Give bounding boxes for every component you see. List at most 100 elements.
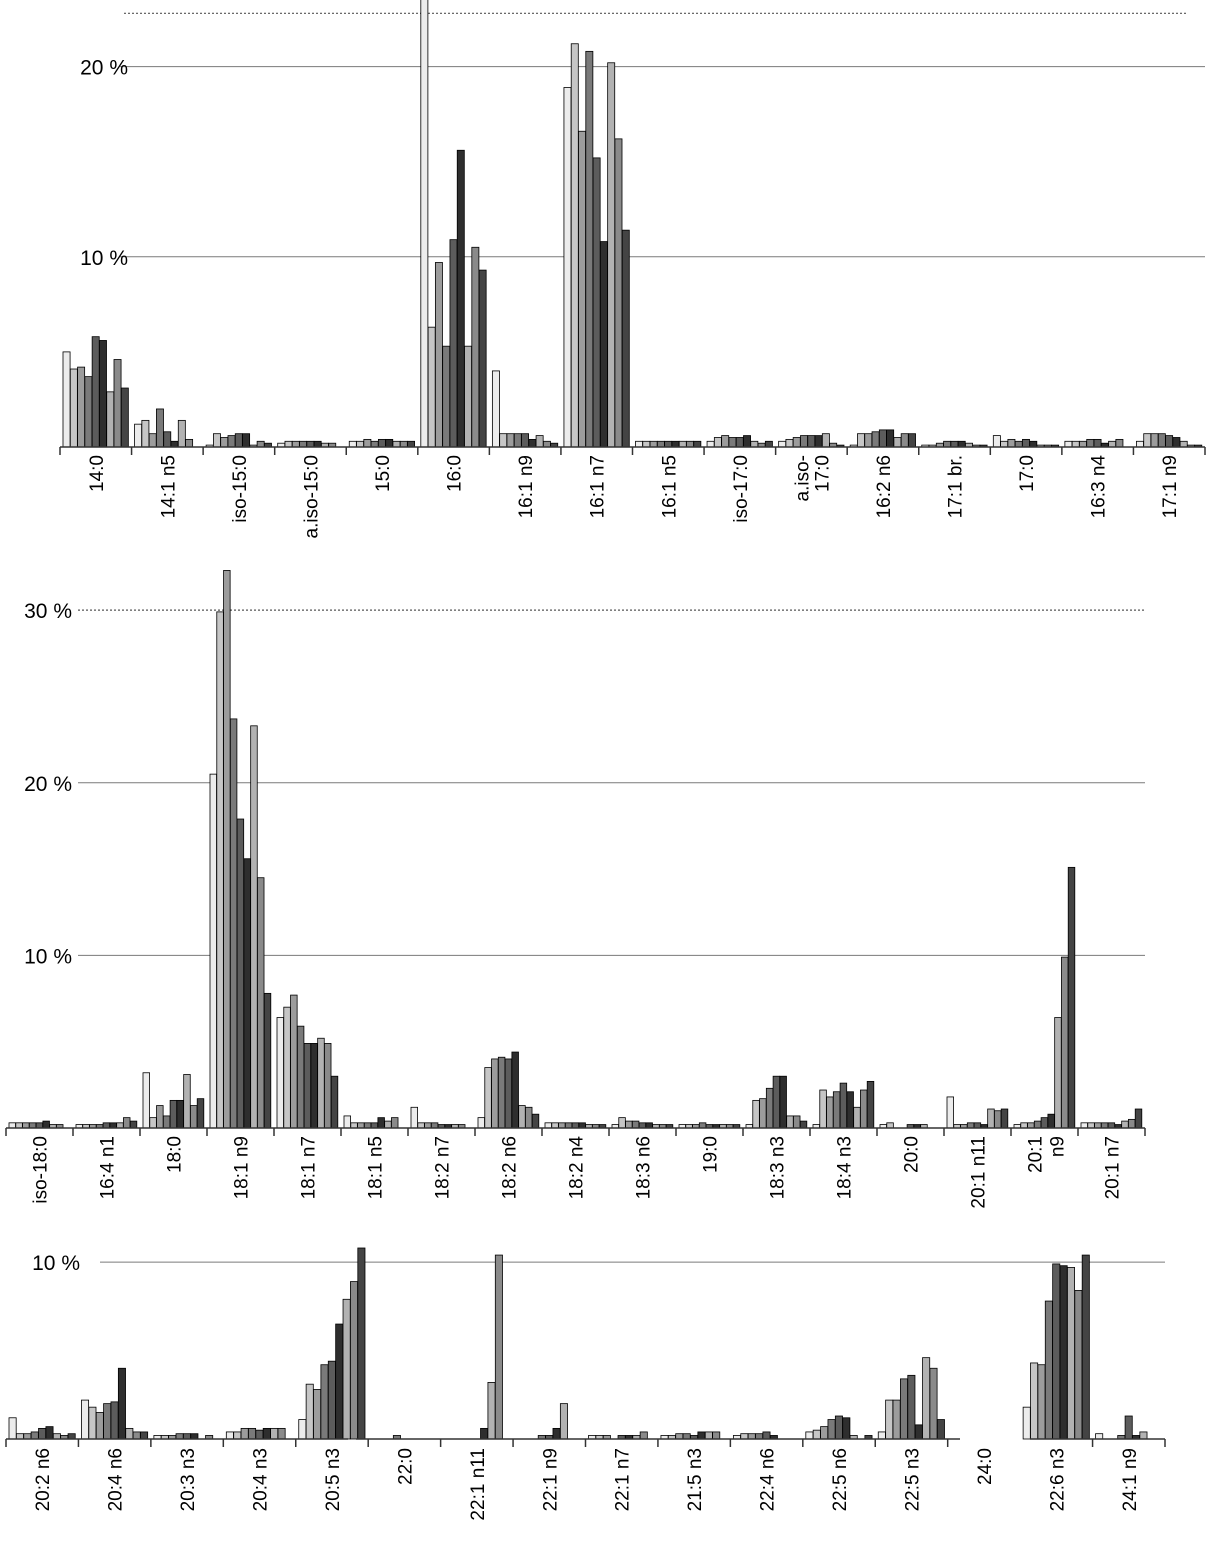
bar-1-4-8 [330, 1075, 339, 1129]
bar-1-7-7 [525, 1106, 533, 1129]
category-label-line: 18:2 n7 [433, 1136, 454, 1199]
bar-1-7-0 [477, 1117, 485, 1129]
bar-0-2-7 [256, 440, 265, 448]
bar-2-12-1 [885, 1399, 894, 1440]
bar-2-1-7 [132, 1431, 141, 1440]
bar-1-7-4 [504, 1058, 513, 1129]
bar-0-4-8 [407, 440, 416, 448]
bar-1-12-4 [839, 1082, 848, 1129]
bar-1-7-6 [518, 1105, 526, 1129]
category-label-line: 21:5 n3 [685, 1448, 706, 1511]
bar-0-1-5 [170, 440, 179, 448]
bar-0-0-8 [120, 387, 129, 448]
bar-1-5-5 [377, 1117, 385, 1129]
bar-0-2-5 [242, 433, 251, 448]
category-label-line: 18:3 n6 [634, 1136, 655, 1199]
bar-0-5-7 [471, 246, 480, 448]
bar-2-12-3 [900, 1378, 908, 1440]
category-label-line: 20:2 n6 [33, 1448, 54, 1511]
bar-0-7-5 [599, 241, 608, 448]
bar-2-1-5 [117, 1367, 126, 1440]
bar-1-8-4 [571, 1122, 580, 1129]
category-label-16-1-n5: 16:1 n5 [659, 455, 680, 518]
bar-1-12-3 [832, 1091, 841, 1129]
bar-1-12-1 [819, 1089, 827, 1129]
category-label-14-0: 14:0 [87, 455, 108, 492]
category-label-line: 20:5 n3 [323, 1448, 344, 1511]
bar-1-14-8 [1000, 1108, 1009, 1129]
bar-2-0-3 [30, 1431, 39, 1440]
category-label-line: 22:1 n11 [468, 1448, 489, 1521]
bar-1-11-2 [759, 1098, 767, 1129]
bar-0-15-1 [1143, 433, 1152, 448]
bar-1-11-7 [793, 1115, 801, 1129]
bar-1-9-3 [631, 1120, 640, 1129]
bar-0-5-6 [464, 345, 472, 448]
bar-1-4-4 [303, 1043, 312, 1129]
bar-2-14-2 [1037, 1364, 1046, 1440]
category-label-line: 16:1 n7 [588, 455, 609, 518]
bar-2-0-8 [67, 1433, 76, 1440]
bar-1-9-5 [645, 1122, 653, 1129]
bar-0-6-5 [528, 438, 537, 448]
bar-0-4-5 [385, 438, 394, 448]
bar-1-9-4 [638, 1122, 647, 1129]
bar-2-3-6 [270, 1427, 279, 1440]
bar-1-12-6 [853, 1106, 861, 1129]
bar-2-7-6 [559, 1403, 568, 1440]
bar-1-0-0 [8, 1122, 16, 1129]
category-label-22-1-n7: 22:1 n7 [613, 1448, 634, 1511]
category-label-22-4-n6: 22:4 n6 [758, 1448, 779, 1511]
category-label-20-1-n7: 20:1 n7 [1103, 1136, 1124, 1199]
bar-0-3-5 [313, 440, 322, 448]
bar-0-9-4 [735, 437, 744, 448]
category-label-line: 18:4 n3 [835, 1136, 856, 1199]
category-label-18-2-n7: 18:2 n7 [433, 1136, 454, 1199]
category-label-line: 18:1 n5 [366, 1136, 387, 1199]
bar-1-16-3 [1100, 1122, 1109, 1129]
bar-1-2-1 [149, 1117, 157, 1129]
bar-0-9-0 [706, 440, 715, 448]
bar-1-12-8 [866, 1080, 875, 1129]
bar-1-1-5 [109, 1122, 117, 1129]
category-label-24-1-n9: 24:1 n9 [1120, 1448, 1141, 1511]
bar-0-11-7 [900, 433, 909, 448]
category-label-line: 18:1 n7 [299, 1136, 320, 1199]
y-tick-label-10: 10 % [80, 247, 128, 270]
bar-2-1-8 [140, 1431, 149, 1440]
bar-1-2-6 [183, 1074, 191, 1129]
bar-0-11-3 [871, 431, 880, 448]
bar-1-12-7 [860, 1089, 868, 1129]
bar-2-2-4 [182, 1433, 191, 1440]
bar-1-5-1 [350, 1122, 358, 1129]
category-label-20-4-n6: 20:4 n6 [106, 1448, 127, 1511]
category-label-line: iso-17:0 [731, 455, 752, 523]
bar-0-14-0 [1064, 440, 1073, 448]
bar-1-12-5 [846, 1091, 854, 1129]
bar-2-4-1 [305, 1383, 314, 1440]
category-label-line: 16:2 n6 [874, 455, 895, 518]
category-label-line: 18:2 n6 [500, 1136, 521, 1199]
bar-1-11-1 [752, 1099, 760, 1129]
category-label-line: 14:0 [87, 455, 108, 492]
bar-2-1-0 [81, 1399, 90, 1440]
category-label-18-2-n4: 18:2 n4 [567, 1136, 588, 1200]
bar-2-6-7 [494, 1254, 503, 1440]
category-label-16-1-n9: 16:1 n9 [516, 455, 537, 518]
bar-2-0-0 [8, 1417, 17, 1440]
bar-0-13-1 [1000, 440, 1009, 448]
bar-1-3-6 [250, 725, 258, 1129]
bar-1-0-5 [42, 1120, 50, 1129]
bar-0-8-6 [678, 440, 687, 448]
bar-0-4-4 [377, 438, 386, 448]
bar-0-13-4 [1022, 438, 1030, 448]
bar-2-12-5 [914, 1424, 923, 1440]
bar-2-0-5 [45, 1426, 54, 1440]
bar-0-6-4 [521, 433, 529, 448]
bar-0-15-3 [1157, 433, 1166, 448]
category-label-16-3-n4: 16:3 n4 [1089, 455, 1110, 519]
bar-2-3-3 [248, 1427, 257, 1440]
bar-1-3-2 [223, 570, 231, 1129]
bar-0-4-0 [348, 440, 357, 448]
bar-2-11-0 [805, 1431, 814, 1440]
